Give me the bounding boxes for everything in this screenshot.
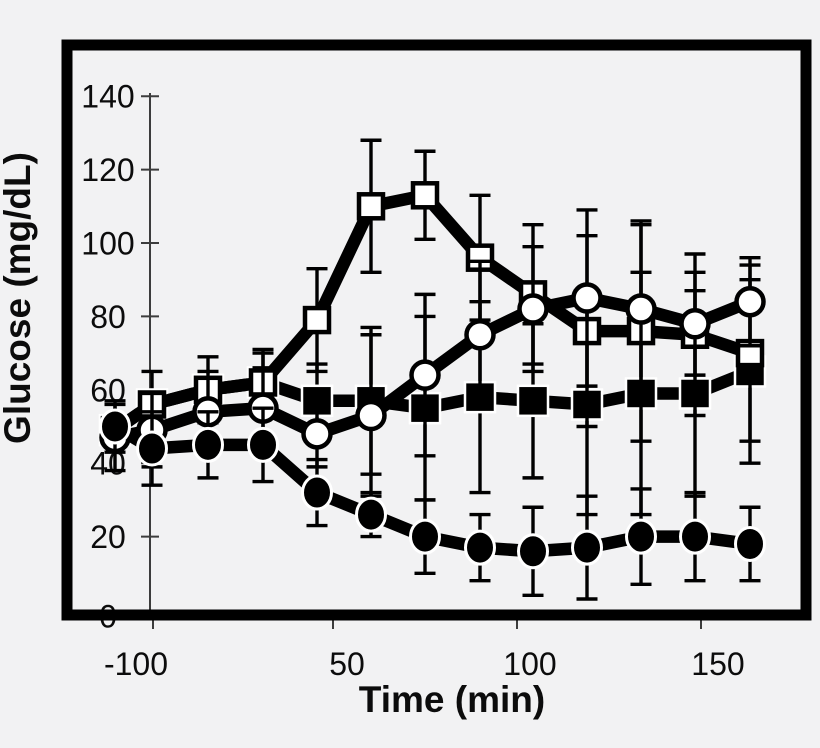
marker-filled-circle	[734, 525, 766, 562]
y-axis-title: Glucose (mg/dL)	[0, 152, 38, 444]
y-tick-label: 80	[90, 299, 126, 335]
marker-filled-circle	[301, 474, 333, 511]
marker-filled-circle	[99, 408, 131, 445]
marker-open-square	[410, 181, 440, 210]
marker-filled-circle	[679, 518, 711, 555]
marker-open-circle	[355, 399, 387, 432]
y-tick-label: 140	[81, 79, 134, 115]
marker-open-square	[302, 305, 332, 335]
marker-filled-circle	[355, 496, 387, 533]
marker-open-circle	[409, 359, 441, 391]
y-tick-label: 20	[90, 519, 126, 555]
marker-open-circle	[679, 307, 711, 340]
marker-filled-circle	[625, 518, 657, 555]
marker-filled-circle	[464, 529, 496, 566]
marker-open-circle	[734, 285, 766, 318]
marker-open-circle	[301, 418, 333, 450]
x-tick-label: 150	[691, 646, 744, 682]
marker-filled-circle	[192, 426, 224, 463]
marker-filled-circle	[571, 529, 603, 566]
marker-filled-circle	[247, 426, 279, 463]
marker-filled-square	[516, 384, 550, 418]
marker-filled-circle	[517, 533, 549, 570]
series-filled-circle	[99, 399, 766, 601]
marker-filled-circle	[409, 518, 441, 555]
marker-filled-circle	[136, 430, 168, 467]
marker-open-circle	[625, 293, 657, 325]
marker-open-circle	[571, 282, 603, 314]
x-tick-label: 50	[329, 646, 365, 682]
x-tick-label: -100	[104, 646, 168, 682]
marker-open-square	[356, 192, 386, 221]
y-tick-label: 100	[81, 226, 134, 262]
y-tick-label: 120	[81, 152, 134, 188]
marker-open-circle	[464, 319, 496, 351]
x-tick-label: 100	[503, 646, 556, 682]
marker-open-circle	[517, 293, 549, 325]
plot-frame	[61, 39, 812, 621]
x-axis-title: Time (min)	[359, 679, 545, 720]
